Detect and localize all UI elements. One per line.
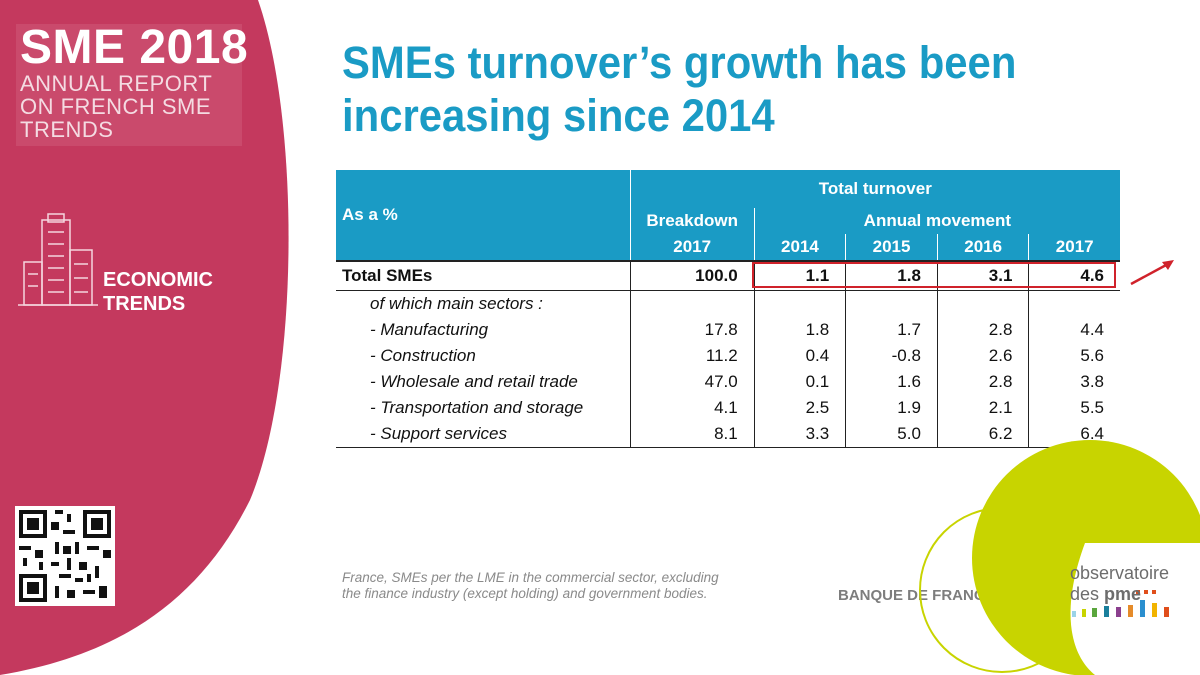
value-cell: 1.6: [845, 369, 938, 395]
year-header: 2017: [1028, 234, 1120, 261]
breakdown-header: Breakdown: [629, 208, 755, 234]
source-footnote: France, SMEs per the LME in the commerci…: [342, 570, 719, 601]
section-row: of which main sectors :: [336, 290, 1120, 317]
report-subtitle: ANNUAL REPORT ON FRENCH SME TRENDS: [20, 71, 213, 142]
building-icon: [18, 213, 98, 306]
value-cell: 1.8: [753, 317, 846, 343]
row-label: - Construction: [370, 346, 476, 365]
breakdown-cell: 4.1: [629, 395, 755, 421]
total-turnover-header: Total turnover: [629, 170, 1120, 208]
value-cell: 3.3: [753, 421, 846, 448]
row-label: Total SMEs: [336, 260, 631, 291]
banque-de-france-label: BANQUE DE FRANCE for: [838, 587, 1019, 604]
value-cell: 2.8: [936, 317, 1029, 343]
section-label: ECONOMIC TRENDS: [103, 269, 213, 315]
value-cell: 3.1: [936, 260, 1029, 291]
value-cell: 2.6: [936, 343, 1029, 369]
value-cell: 2.8: [936, 369, 1029, 395]
row-label: - Transportation and storage: [370, 398, 584, 417]
value-cell: 2.1: [936, 395, 1029, 421]
annual-movement-header: Annual movement: [753, 208, 1120, 234]
breakdown-cell: 47.0: [629, 369, 755, 395]
total-smes-row: Total SMEs 100.0 1.1 1.8 3.1 4.6: [336, 260, 1120, 291]
year-header: 2015: [845, 234, 938, 261]
breakdown-year-header: 2017: [629, 234, 755, 261]
value-cell: 6.2: [936, 421, 1029, 448]
section-label: of which main sectors :: [370, 294, 543, 313]
trend-arrow-icon: [1130, 260, 1174, 286]
report-title: SME 2018: [20, 21, 249, 74]
value-cell: 2.5: [753, 395, 846, 421]
table-row: - Transportation and storage 4.1 2.5 1.9…: [336, 395, 1120, 421]
des-pme-label: des pme: [1070, 584, 1142, 604]
report-badge-box: [16, 24, 242, 146]
observatoire-logo: [919, 440, 1200, 675]
row-label: - Support services: [336, 421, 631, 448]
turnover-table: As a % Total turnover Breakdown Annual m…: [336, 170, 1120, 448]
page-title: SMEs turnover’s growth has been increasi…: [342, 37, 1017, 141]
value-cell: 1.1: [753, 260, 846, 291]
year-header: 2016: [936, 234, 1029, 261]
value-cell: 5.0: [845, 421, 938, 448]
table-row: - Wholesale and retail trade 47.0 0.1 1.…: [336, 369, 1120, 395]
breakdown-cell: 11.2: [629, 343, 755, 369]
value-cell: 3.8: [1028, 369, 1120, 395]
value-cell: 5.5: [1028, 395, 1120, 421]
value-cell: -0.8: [845, 343, 938, 369]
year-header: 2014: [753, 234, 846, 261]
breakdown-cell: 100.0: [629, 260, 755, 291]
growth-highlight-box: [752, 262, 1116, 288]
value-cell: 0.4: [753, 343, 846, 369]
table-row: - Manufacturing 17.8 1.8 1.7 2.8 4.4: [336, 317, 1120, 343]
value-cell: 5.6: [1028, 343, 1120, 369]
value-cell: 4.4: [1028, 317, 1120, 343]
value-cell: 0.1: [753, 369, 846, 395]
row-label: - Wholesale and retail trade: [370, 372, 578, 391]
value-cell: 4.6: [1028, 260, 1120, 291]
qr-code-icon[interactable]: [15, 506, 115, 606]
value-cell: 1.7: [845, 317, 938, 343]
row-label: - Manufacturing: [370, 320, 489, 339]
as-a-percent-header: As a %: [336, 170, 631, 261]
breakdown-cell: 17.8: [629, 317, 755, 343]
table-row: - Support services 8.1 3.3 5.0 6.2 6.4: [336, 421, 1120, 448]
breakdown-cell: 8.1: [629, 421, 755, 448]
value-cell: 1.9: [845, 395, 938, 421]
table-row: - Construction 11.2 0.4 -0.8 2.6 5.6: [336, 343, 1120, 369]
observatoire-label: observatoire: [1070, 563, 1170, 583]
value-cell: 1.8: [845, 260, 938, 291]
